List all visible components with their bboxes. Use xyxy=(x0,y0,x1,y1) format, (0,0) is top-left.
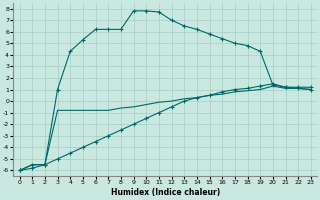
X-axis label: Humidex (Indice chaleur): Humidex (Indice chaleur) xyxy=(111,188,220,197)
